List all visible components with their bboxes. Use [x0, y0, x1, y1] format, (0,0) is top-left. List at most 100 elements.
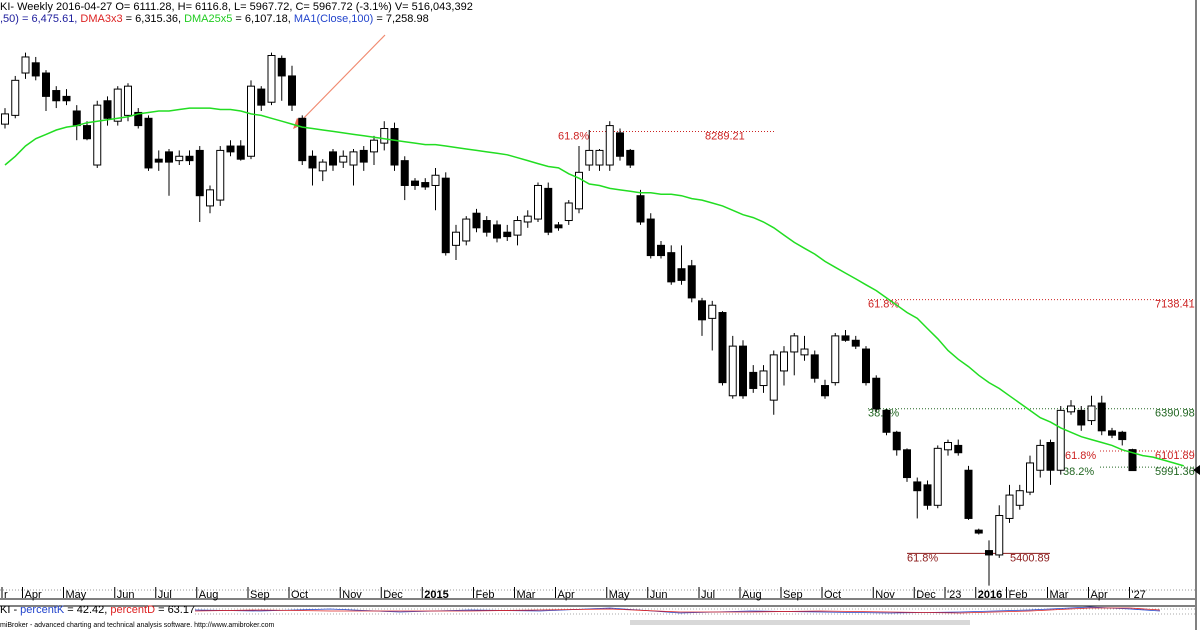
candle-body: [974, 529, 983, 534]
candle-body: [257, 88, 266, 106]
text-segment: DMA25x5: [184, 13, 232, 25]
moving-average: [4, 107, 1185, 467]
candle-body: [472, 212, 481, 229]
candle-body: [831, 335, 840, 384]
indicator-line: [194, 607, 1161, 614]
candle-body: [667, 252, 676, 283]
x-tick-label: Jul: [701, 589, 715, 601]
text-segment: = 63.17: [155, 604, 195, 616]
candle-body: [657, 244, 665, 257]
text-segment: percentK: [20, 604, 65, 616]
text-segment: DMA3x3: [80, 13, 122, 25]
candle-body: [31, 62, 40, 77]
candle-body: [616, 132, 624, 157]
candle-body: [195, 149, 204, 197]
x-tick-label: Dec: [916, 589, 936, 601]
candle-body: [687, 265, 696, 299]
arrow: [297, 34, 386, 125]
candle-body: [1036, 444, 1045, 471]
candle-body: [841, 335, 850, 341]
candle-body: [134, 111, 143, 127]
candle-body: [595, 149, 604, 166]
candle-body: [267, 54, 276, 103]
candle-body: [1067, 405, 1075, 413]
level-label: 61.8%: [907, 552, 938, 564]
candle-body: [462, 218, 471, 242]
x-tick-label: Sep: [250, 589, 270, 601]
x-tick-label: 2016: [978, 589, 1002, 601]
candle-body: [575, 171, 583, 210]
candle-body: [83, 125, 91, 140]
candle-body: [288, 75, 296, 106]
candle-body: [318, 161, 327, 172]
header-values: ,50) = 6,475.61, DMA3x3 = 6,315.36, DMA2…: [0, 13, 429, 25]
candle-body: [954, 444, 963, 454]
candle-body: [216, 149, 225, 201]
candle-body: [52, 90, 61, 102]
candle-body: [985, 550, 993, 556]
x-tick-label: Sep: [783, 589, 803, 601]
x-tick-label: Jun: [650, 589, 668, 601]
level-value: 6390.98: [1155, 408, 1195, 420]
text-segment: percentD: [110, 604, 155, 616]
candle-body: [800, 348, 809, 356]
candle-body: [452, 231, 460, 246]
price-marker: [1193, 465, 1200, 475]
candle-body: [605, 125, 614, 166]
x-tick-label: 2015: [424, 589, 448, 601]
candle-body: [862, 348, 870, 384]
candle-body: [749, 371, 758, 389]
x-tick-label: r: [4, 589, 8, 601]
text-segment: = 6,315.36,: [123, 13, 184, 25]
x-tick-label: Jun: [117, 589, 135, 601]
candle-body: [923, 484, 932, 506]
candle-body: [636, 195, 645, 223]
candle-body: [882, 409, 891, 433]
candle-body: [626, 149, 635, 166]
level-value: 5991.36: [1155, 466, 1195, 478]
candle-body: [739, 345, 747, 397]
candle-body: [390, 128, 399, 166]
scrollbar[interactable]: [630, 620, 970, 625]
candle-body: [380, 128, 389, 144]
candle-body: [11, 79, 20, 116]
header-line: KI- Weekly 2016-04-27 O= 6111.28, H= 611…: [0, 1, 473, 13]
candle-body: [1056, 409, 1065, 471]
candle-body: [810, 354, 819, 379]
candle-body: [944, 442, 952, 451]
x-tick-label: Mar: [517, 589, 536, 601]
candle-body: [677, 268, 686, 281]
x-tick-label: '27: [1132, 589, 1146, 601]
candle-body: [780, 351, 788, 372]
candle-body: [441, 177, 450, 254]
x-tick-label: Oct: [824, 589, 841, 601]
x-tick-label: Mar: [1050, 589, 1069, 601]
x-tick-label: Nov: [342, 589, 362, 601]
candle-body: [236, 145, 245, 160]
candle-body: [400, 160, 409, 186]
candle-body: [523, 215, 532, 223]
candle-body: [308, 155, 317, 169]
candle-body: [585, 149, 594, 166]
level-label: 61.8%: [1065, 450, 1096, 462]
candle-body: [718, 312, 727, 384]
candle-body: [277, 57, 286, 77]
level-value: 8289.21: [705, 130, 745, 142]
candle-body: [872, 377, 881, 410]
candle-body: [698, 300, 706, 321]
candle-body: [933, 447, 942, 506]
candle-body: [913, 481, 922, 492]
x-tick-label: '23: [947, 589, 961, 601]
candle-body: [646, 218, 655, 257]
text-segment: = 42.42,: [64, 604, 110, 616]
candle-body: [1005, 494, 1014, 519]
candle-body: [1026, 462, 1034, 493]
x-tick-label: Jul: [158, 589, 172, 601]
candle-body: [329, 151, 337, 166]
candle-body: [421, 182, 430, 188]
candle-body: [411, 180, 419, 186]
candle-body: [892, 431, 901, 451]
candle-body: [154, 158, 163, 163]
x-tick-label: Oct: [291, 589, 308, 601]
text-segment: = 7,258.98: [373, 13, 428, 25]
